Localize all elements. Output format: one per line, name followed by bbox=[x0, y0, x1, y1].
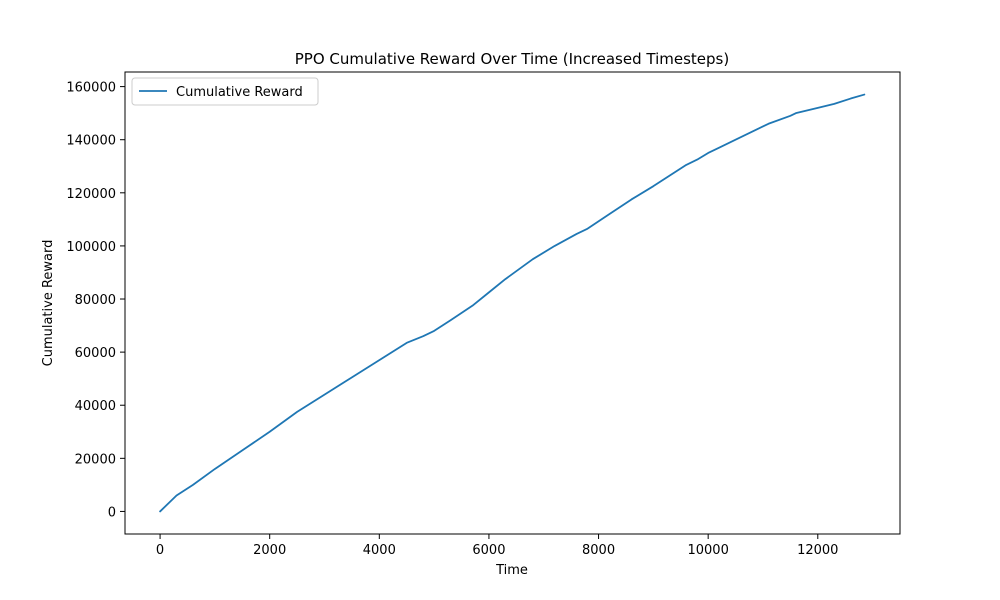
y-tick-label: 120000 bbox=[66, 187, 116, 202]
series-layer bbox=[159, 93, 866, 513]
y-tick-label: 160000 bbox=[66, 81, 116, 96]
y-tick-label: 140000 bbox=[66, 134, 116, 149]
plot-frame bbox=[124, 71, 901, 535]
legend: Cumulative Reward bbox=[131, 77, 319, 106]
chart-title: PPO Cumulative Reward Over Time (Increas… bbox=[295, 50, 729, 68]
plot-area bbox=[125, 72, 900, 534]
y-tick-label: 100000 bbox=[66, 240, 116, 255]
legend-label: Cumulative Reward bbox=[176, 85, 303, 100]
x-tick-label: 12000 bbox=[797, 543, 838, 558]
y-tick-label: 20000 bbox=[75, 452, 116, 467]
x-axis-label: Time bbox=[495, 563, 528, 578]
y-axis: 0 20000 40000 60000 80000 100000 120000 140000 1… bbox=[66, 81, 125, 520]
y-tick-label: 0 bbox=[108, 505, 116, 520]
y-tick-label: 60000 bbox=[75, 346, 116, 361]
x-tick-label: 6000 bbox=[472, 543, 505, 558]
x-tick-label: 2000 bbox=[253, 543, 286, 558]
x-tick-label: 10000 bbox=[687, 543, 728, 558]
x-tick-label: 8000 bbox=[582, 543, 615, 558]
y-tick-label: 80000 bbox=[75, 293, 116, 308]
series-line bbox=[159, 93, 866, 513]
x-tick-label: 0 bbox=[156, 543, 164, 558]
x-tick-label: 4000 bbox=[363, 543, 396, 558]
y-axis-label: Cumulative Reward bbox=[41, 240, 56, 367]
x-axis: 0 2000 4000 6000 8000 10000 12000 bbox=[156, 534, 838, 558]
y-tick-label: 40000 bbox=[75, 399, 116, 414]
legend-box bbox=[131, 77, 319, 106]
